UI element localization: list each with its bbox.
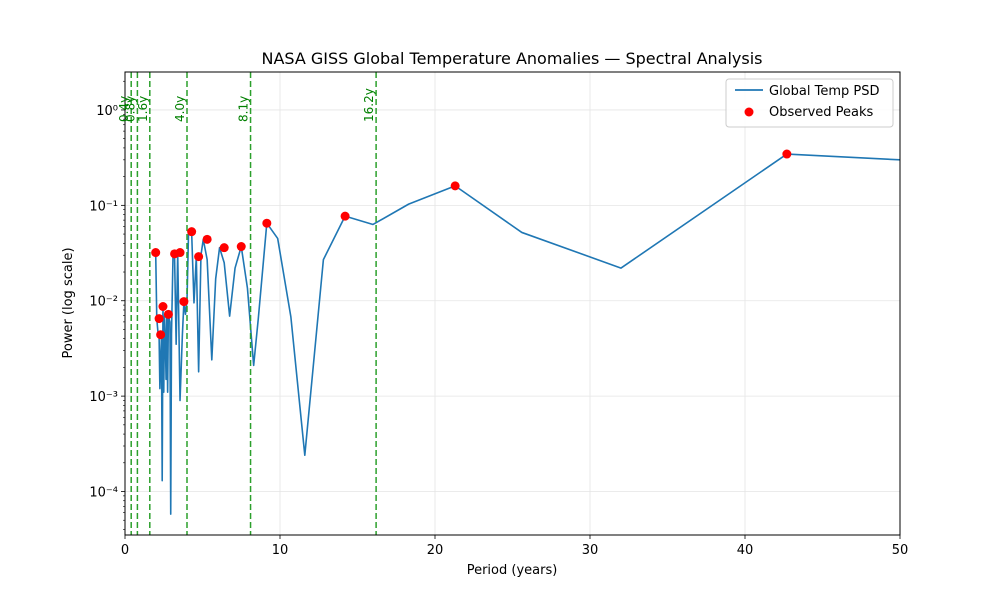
x-axis-title: Period (years) <box>467 563 558 578</box>
y-tick-label: 10⁻³ <box>89 390 118 405</box>
observed-peak-point <box>163 309 173 319</box>
x-tick-label: 30 <box>582 543 599 558</box>
period-marker-label: 0.4y <box>117 96 131 122</box>
observed-peak-point <box>156 330 166 340</box>
period-marker-label: 0.8y <box>123 96 137 122</box>
legend: Global Temp PSD Observed Peaks <box>725 78 894 128</box>
y-axis-title: Power (log scale) <box>61 247 76 358</box>
legend-peak-swatch <box>744 107 754 117</box>
legend-box <box>725 78 894 128</box>
observed-peak-point <box>187 227 197 237</box>
observed-peak-point <box>782 149 792 159</box>
observed-peak-point <box>194 252 204 262</box>
observed-peak-point <box>219 243 229 253</box>
observed-peak-point <box>202 234 212 244</box>
x-tick-label: 50 <box>892 543 909 558</box>
observed-peak-point <box>151 248 161 258</box>
observed-peak-point <box>154 314 164 324</box>
period-marker-label: 1.6y <box>136 96 150 122</box>
x-tick-label: 0 <box>121 543 129 558</box>
period-marker-label: 16.2y <box>362 88 376 122</box>
y-tick-label: 10⁰ <box>96 104 118 119</box>
y-axis: 10⁻⁴ 10⁻³ 10⁻² 10⁻¹ 10⁰ <box>89 80 125 530</box>
y-tick-label: 10⁻¹ <box>89 199 118 214</box>
observed-peak-point <box>158 302 168 312</box>
x-tick-label: 10 <box>272 543 289 558</box>
plot-area <box>130 72 900 535</box>
observed-peak-point <box>236 242 246 252</box>
chart-title: NASA GISS Global Temperature Anomalies —… <box>261 49 762 68</box>
observed-peak-point <box>175 248 185 258</box>
y-tick-label: 10⁻⁴ <box>89 486 118 501</box>
x-tick-label: 20 <box>427 543 444 558</box>
observed-peak-point <box>450 181 460 191</box>
y-tick-label: 10⁻² <box>89 295 118 310</box>
observed-peak-point <box>262 218 272 228</box>
legend-label-peaks: Observed Peaks <box>769 105 874 120</box>
legend-label-psd: Global Temp PSD <box>769 84 879 99</box>
observed-peak-point <box>340 211 350 221</box>
plot-frame <box>124 71 901 536</box>
observed-peak-point <box>179 297 189 307</box>
x-tick-label: 40 <box>737 543 754 558</box>
period-marker-label: 4.0y <box>173 96 187 122</box>
x-axis: 0 10 20 30 40 50 <box>121 535 908 558</box>
period-marker-label: 8.1y <box>237 96 251 122</box>
period-marker-labels: 0.4y0.8y1.6y 4.0y 8.1y 16.2y <box>117 88 376 122</box>
